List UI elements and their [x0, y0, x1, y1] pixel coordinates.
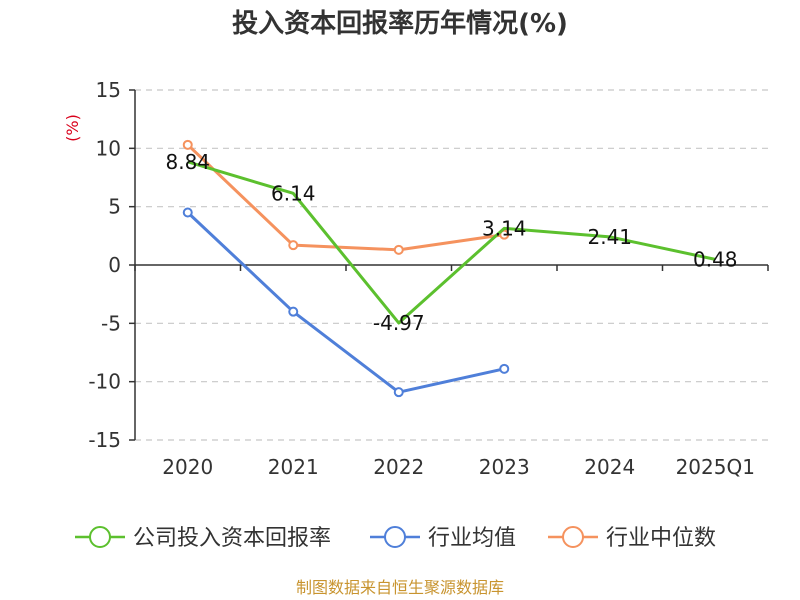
- y-tick-label: -10: [88, 370, 121, 394]
- legend-item-2[interactable]: 行业中位数: [548, 526, 716, 551]
- legend-marker: [384, 526, 406, 548]
- legend-item-1[interactable]: 行业均值: [370, 526, 516, 551]
- series-point-2: [393, 244, 404, 255]
- y-tick-label: -5: [101, 311, 121, 335]
- series-point-1: [393, 387, 404, 398]
- series-point-2: [499, 229, 510, 240]
- series-line-1: [186, 211, 505, 394]
- data-label: -4.97: [373, 311, 425, 335]
- data-label: 3.14: [482, 216, 527, 240]
- x-tick-label: 2025Q1: [676, 455, 755, 479]
- y-axis-unit: (%): [63, 114, 82, 142]
- legend[interactable]: 公司投入资本回报率 行业均值 行业中位数: [75, 526, 716, 551]
- data-labels: 8.84 6.14 -4.97 3.14 2.41 0.48: [165, 150, 737, 335]
- x-tick-label: 2022: [373, 455, 424, 479]
- y-tick-label: -15: [88, 428, 121, 452]
- data-label: 6.14: [271, 181, 316, 205]
- x-tick-label: 2023: [479, 455, 530, 479]
- legend-marker: [89, 526, 111, 548]
- x-tick-label: 2024: [584, 455, 635, 479]
- legend-item-0[interactable]: 公司投入资本回报率: [75, 526, 331, 551]
- y-tick-labels: 15 10 5 0 -5 -10 -15: [88, 78, 121, 452]
- axes: [129, 89, 769, 441]
- series-line-0: [187, 160, 716, 325]
- y-tick-label: 0: [108, 253, 121, 277]
- series-point-1: [499, 363, 510, 374]
- series-group: [182, 139, 716, 398]
- y-tick-label: 5: [108, 195, 121, 219]
- series-point-1: [288, 306, 299, 317]
- series-line-2: [186, 143, 505, 252]
- y-tick-label: 15: [96, 78, 121, 102]
- x-tick-label: 2021: [268, 455, 319, 479]
- legend-label: 行业均值: [428, 526, 516, 551]
- legend-label: 公司投入资本回报率: [133, 526, 331, 551]
- legend-label: 行业中位数: [606, 526, 716, 551]
- data-label: 0.48: [693, 247, 738, 271]
- data-label: 8.84: [165, 150, 210, 174]
- x-tick-label: 2020: [162, 455, 213, 479]
- series-point-2: [288, 240, 299, 251]
- chart-title: 投入资本回报率历年情况(%): [232, 8, 568, 39]
- x-tick-labels: 2020 2021 2022 2023 2024 2025Q1: [162, 455, 755, 479]
- source-note: 制图数据来自恒生聚源数据库: [296, 578, 504, 597]
- series-point-2: [182, 139, 193, 150]
- data-label: 2.41: [587, 225, 632, 249]
- y-tick-label: 10: [96, 136, 121, 160]
- legend-marker: [562, 526, 584, 548]
- series-point-1: [182, 207, 193, 218]
